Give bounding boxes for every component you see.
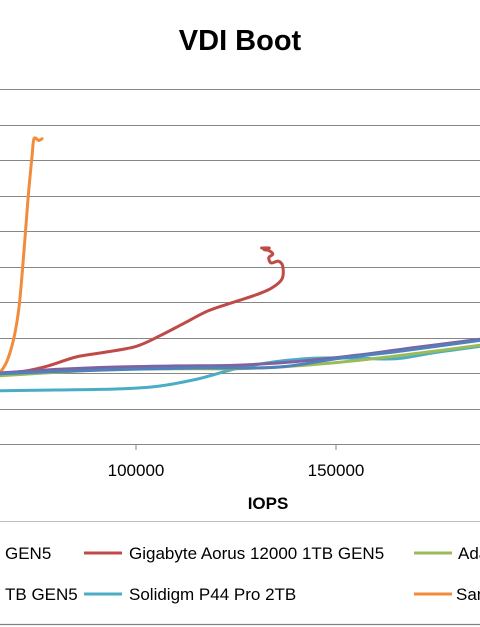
gridlines — [0, 89, 480, 445]
legend-label: Solidigm P44 Pro 2TB — [129, 585, 296, 604]
series-line-5 — [0, 338, 480, 376]
series-line-1 — [0, 136, 44, 375]
legend: GEN5 Gigabyte Aorus 12000 1TB GEN5 Ada TB G… — [5, 544, 480, 604]
legend-label: GEN5 — [5, 544, 51, 563]
x-tick-label: 100000 — [108, 461, 165, 480]
x-tick-labels: 100000 150000 — [108, 444, 365, 480]
x-tick-label: 150000 — [308, 461, 365, 480]
legend-label: Ada — [458, 544, 480, 563]
series-line-0 — [0, 246, 285, 375]
series-group — [0, 136, 480, 393]
series-line-4 — [0, 337, 480, 375]
legend-label: TB GEN5 — [5, 585, 78, 604]
legend-label: Gigabyte Aorus 12000 1TB GEN5 — [129, 544, 384, 563]
x-axis-label: IOPS — [248, 494, 289, 513]
legend-label: Sam — [456, 585, 480, 604]
chart-title: VDI Boot — [179, 25, 302, 57]
